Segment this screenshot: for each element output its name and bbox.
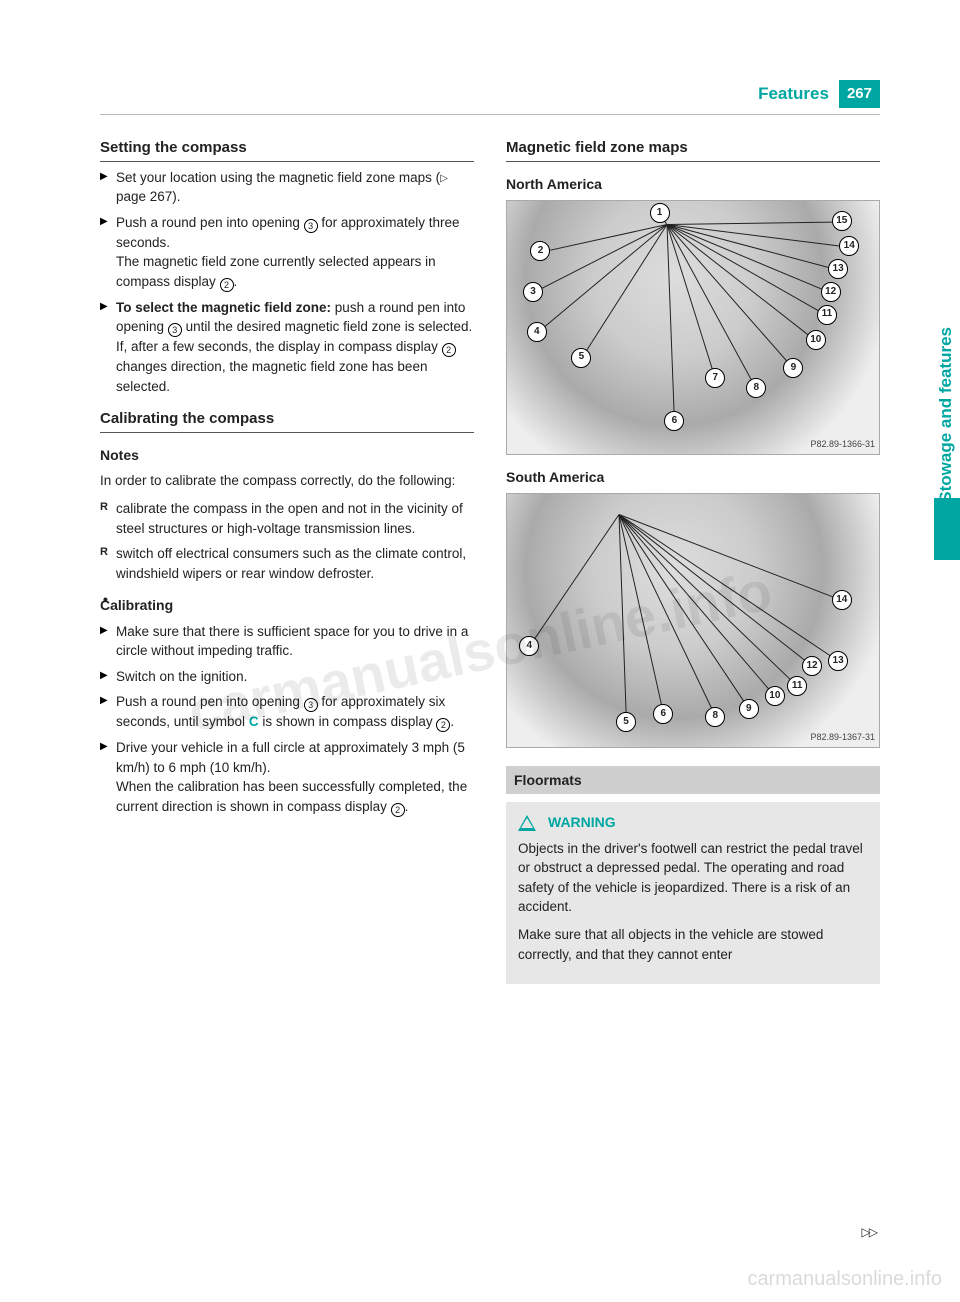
page-header: Features 267 bbox=[100, 80, 880, 115]
warning-box: WARNING Objects in the driver's footwell… bbox=[506, 802, 880, 984]
zone-marker: 15 bbox=[832, 211, 852, 231]
zone-marker: 5 bbox=[616, 712, 636, 732]
side-tab-label: Stowage and features bbox=[934, 327, 959, 503]
zone-marker: 13 bbox=[828, 651, 848, 671]
zone-marker: 10 bbox=[765, 686, 785, 706]
zone-marker: 11 bbox=[787, 676, 807, 696]
zone-marker: 14 bbox=[832, 590, 852, 610]
page-number: 267 bbox=[839, 80, 880, 108]
zone-marker: 7 bbox=[705, 368, 725, 388]
zone-marker: 4 bbox=[519, 636, 539, 656]
zone-marker: 13 bbox=[828, 259, 848, 279]
left-column: Setting the compass Set your location us… bbox=[100, 137, 474, 1245]
subheading-calibrating: Calibrating bbox=[100, 595, 474, 615]
step-ignition: Switch on the ignition. bbox=[100, 667, 474, 687]
header-section-title: Features bbox=[758, 82, 829, 107]
right-column: Magnetic field zone maps North America P… bbox=[506, 137, 880, 1245]
heading-calibrating-compass: Calibrating the compass bbox=[100, 408, 474, 433]
map2-image-id: P82.89-1367-31 bbox=[810, 731, 875, 744]
zone-marker: 4 bbox=[527, 322, 547, 342]
heading-zone-maps: Magnetic field zone maps bbox=[506, 137, 880, 162]
note-switch-off: switch off electrical consumers such as … bbox=[100, 544, 474, 583]
zone-marker: 6 bbox=[664, 411, 684, 431]
step-push-pen: Push a round pen into opening 3 for appr… bbox=[100, 213, 474, 292]
zone-marker: 12 bbox=[821, 282, 841, 302]
footer-watermark: carmanualsonline.info bbox=[747, 1265, 942, 1294]
zone-marker: 9 bbox=[783, 358, 803, 378]
step-drive-circle: Drive your vehicle in a full circle at a… bbox=[100, 738, 474, 817]
map1-image-id: P82.89-1366-31 bbox=[810, 438, 875, 451]
zone-marker: 14 bbox=[839, 236, 859, 256]
warning-p1: Objects in the driver's footwell can res… bbox=[518, 839, 868, 917]
side-tab-block bbox=[934, 498, 960, 560]
warning-label: WARNING bbox=[548, 812, 616, 832]
zone-marker: 5 bbox=[571, 348, 591, 368]
zone-marker: 8 bbox=[705, 707, 725, 727]
zone-marker: 9 bbox=[739, 699, 759, 719]
warning-p2: Make sure that all objects in the vehicl… bbox=[518, 925, 868, 964]
subheading-north-america: North America bbox=[506, 174, 880, 194]
note-open-area: calibrate the compass in the open and no… bbox=[100, 499, 474, 538]
section-floormats: Floormats bbox=[506, 766, 880, 794]
heading-setting-compass: Setting the compass bbox=[100, 137, 474, 162]
side-tab: Stowage and features bbox=[932, 280, 960, 550]
subheading-notes: Notes bbox=[100, 445, 474, 465]
step-select-zone: To select the magnetic field zone: push … bbox=[100, 298, 474, 397]
zone-marker: 11 bbox=[817, 305, 837, 325]
map-north-america: P82.89-1366-31 123456789101112131415 bbox=[506, 200, 880, 455]
warning-icon bbox=[518, 815, 536, 831]
subheading-south-america: South America bbox=[506, 467, 880, 487]
zone-marker: 2 bbox=[530, 241, 550, 261]
zone-marker: 10 bbox=[806, 330, 826, 350]
zone-marker: 1 bbox=[650, 203, 670, 223]
zone-marker: 12 bbox=[802, 656, 822, 676]
zone-marker: 6 bbox=[653, 704, 673, 724]
zone-marker: 3 bbox=[523, 282, 543, 302]
step-set-location: Set your location using the magnetic fie… bbox=[100, 168, 474, 207]
step-push-six-sec: Push a round pen into opening 3 for appr… bbox=[100, 692, 474, 732]
continue-marker: ▷▷ bbox=[862, 1224, 876, 1241]
notes-intro: In order to calibrate the compass correc… bbox=[100, 471, 474, 491]
zone-marker: 8 bbox=[746, 378, 766, 398]
step-space: Make sure that there is sufficient space… bbox=[100, 622, 474, 661]
map-south-america: P82.89-1367-31 4 56 89 101112 13 14 bbox=[506, 493, 880, 748]
